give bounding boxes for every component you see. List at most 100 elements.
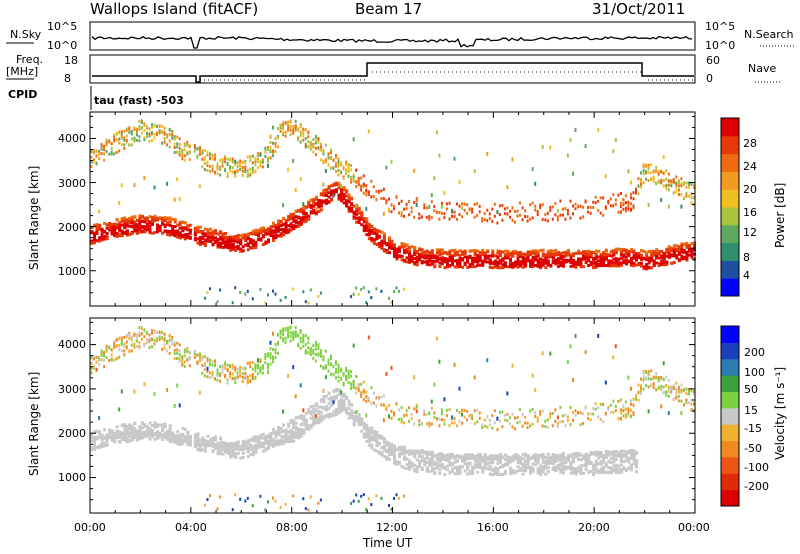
scatter-cell	[519, 201, 521, 205]
scatter-cell	[279, 232, 283, 236]
scatter-cell	[259, 152, 262, 157]
scatter-cell	[264, 155, 267, 158]
scatter-cell	[256, 151, 259, 156]
scatter-cell	[264, 356, 267, 360]
scatter-cell	[125, 432, 129, 436]
scatter-cell	[430, 459, 434, 462]
scatter-cell	[660, 254, 664, 258]
scatter-cell	[299, 130, 302, 134]
scatter-cell	[546, 261, 550, 264]
scatter-cell	[645, 251, 649, 255]
scatter-cell	[203, 440, 207, 443]
scatter-cell	[176, 142, 179, 146]
scatter-cell	[140, 332, 143, 336]
scatter-cell	[357, 178, 360, 182]
scatter-cell	[332, 191, 336, 195]
scatter-cell	[514, 220, 516, 224]
scatter-cell	[224, 168, 227, 172]
scatter-cell	[234, 365, 237, 370]
scatter-cell	[309, 141, 312, 145]
scatter-cell	[509, 251, 512, 255]
scatter-cell	[428, 461, 432, 465]
scatter-cell	[282, 409, 285, 414]
scatter-cell	[206, 359, 209, 363]
scatter-cell	[264, 440, 268, 444]
scatter-cell	[138, 214, 142, 218]
scatter-cell	[425, 461, 429, 464]
scatter-cell	[103, 436, 107, 440]
scatter-cell	[128, 426, 132, 430]
scatter-cell	[206, 151, 209, 155]
scatter-cell	[388, 442, 391, 446]
scatter-cell	[503, 207, 506, 211]
scatter-cell	[269, 354, 272, 358]
scatter-cell	[269, 232, 273, 236]
scatter-cell	[168, 440, 172, 444]
scatter-cell	[393, 207, 395, 211]
scatter-cell	[572, 252, 575, 256]
scatter-cell	[241, 445, 245, 448]
scatter-cell	[667, 247, 671, 251]
scatter-cell	[501, 204, 504, 207]
scatter-cell	[224, 155, 227, 159]
scatter-cell	[302, 202, 305, 206]
scatter-cell	[277, 341, 279, 345]
scatter-cell	[365, 206, 368, 211]
scatter-cell	[123, 438, 127, 442]
scatter-cell	[196, 147, 199, 151]
scatter-cell	[231, 160, 234, 164]
scatter-cell	[209, 165, 211, 168]
scatter-cell	[372, 229, 376, 233]
scatter-cell	[203, 362, 206, 366]
scatter-cell	[486, 250, 490, 254]
scatter-cell	[135, 345, 138, 348]
scatter-cell	[168, 220, 172, 224]
scatter-cell	[594, 257, 598, 260]
scatter-cell	[113, 340, 116, 343]
scatter-cell	[100, 442, 104, 445]
scatter-cell	[259, 441, 263, 445]
scatter-cell	[400, 465, 404, 469]
scatter-cell	[151, 329, 153, 333]
scatter-cell	[219, 452, 223, 456]
power-panel-frame	[89, 111, 696, 307]
freq-label-line2: [MHz]	[6, 65, 38, 78]
scatter-cell	[451, 260, 454, 264]
scatter-cell	[186, 442, 190, 446]
scatter-cell	[231, 239, 235, 242]
scatter-cell	[282, 329, 285, 333]
scatter-cell	[602, 196, 605, 200]
scatter-cell	[231, 452, 235, 456]
scatter-cell	[241, 166, 244, 169]
scatter-cell	[564, 217, 567, 221]
scatter-cell	[635, 252, 638, 256]
scatter-cell	[337, 162, 340, 166]
power-colorbar: 4 8 12 16 20 24 28 Power [dB]	[720, 117, 787, 297]
scatter-cell	[224, 243, 228, 247]
scatter-cell	[183, 435, 187, 439]
scatter-cell	[574, 202, 577, 206]
scatter-cell	[524, 264, 528, 268]
scatter-cell	[443, 266, 447, 270]
scatter-cell	[317, 416, 321, 420]
scatter-cell	[335, 376, 337, 380]
scatter-cell	[130, 434, 134, 438]
scatter-cell	[153, 185, 156, 190]
scatter-cell	[272, 428, 275, 432]
scatter-cell	[466, 203, 469, 207]
scatter-cell	[95, 225, 99, 228]
scatter-cell	[456, 265, 459, 269]
scatter-cell	[380, 189, 383, 193]
scatter-cell	[551, 217, 554, 221]
scatter-cell	[166, 222, 170, 226]
scatter-cell	[143, 335, 146, 339]
scatter-cell	[347, 399, 351, 403]
scatter-cell	[435, 453, 439, 457]
scatter-cell	[156, 227, 159, 231]
scatter-cell	[415, 449, 419, 453]
nsearch-label: N.Search	[744, 28, 794, 41]
scatter-cell	[632, 197, 635, 201]
scatter-cell	[282, 121, 285, 125]
scatter-cell	[251, 154, 254, 158]
scatter-cell	[209, 363, 211, 367]
